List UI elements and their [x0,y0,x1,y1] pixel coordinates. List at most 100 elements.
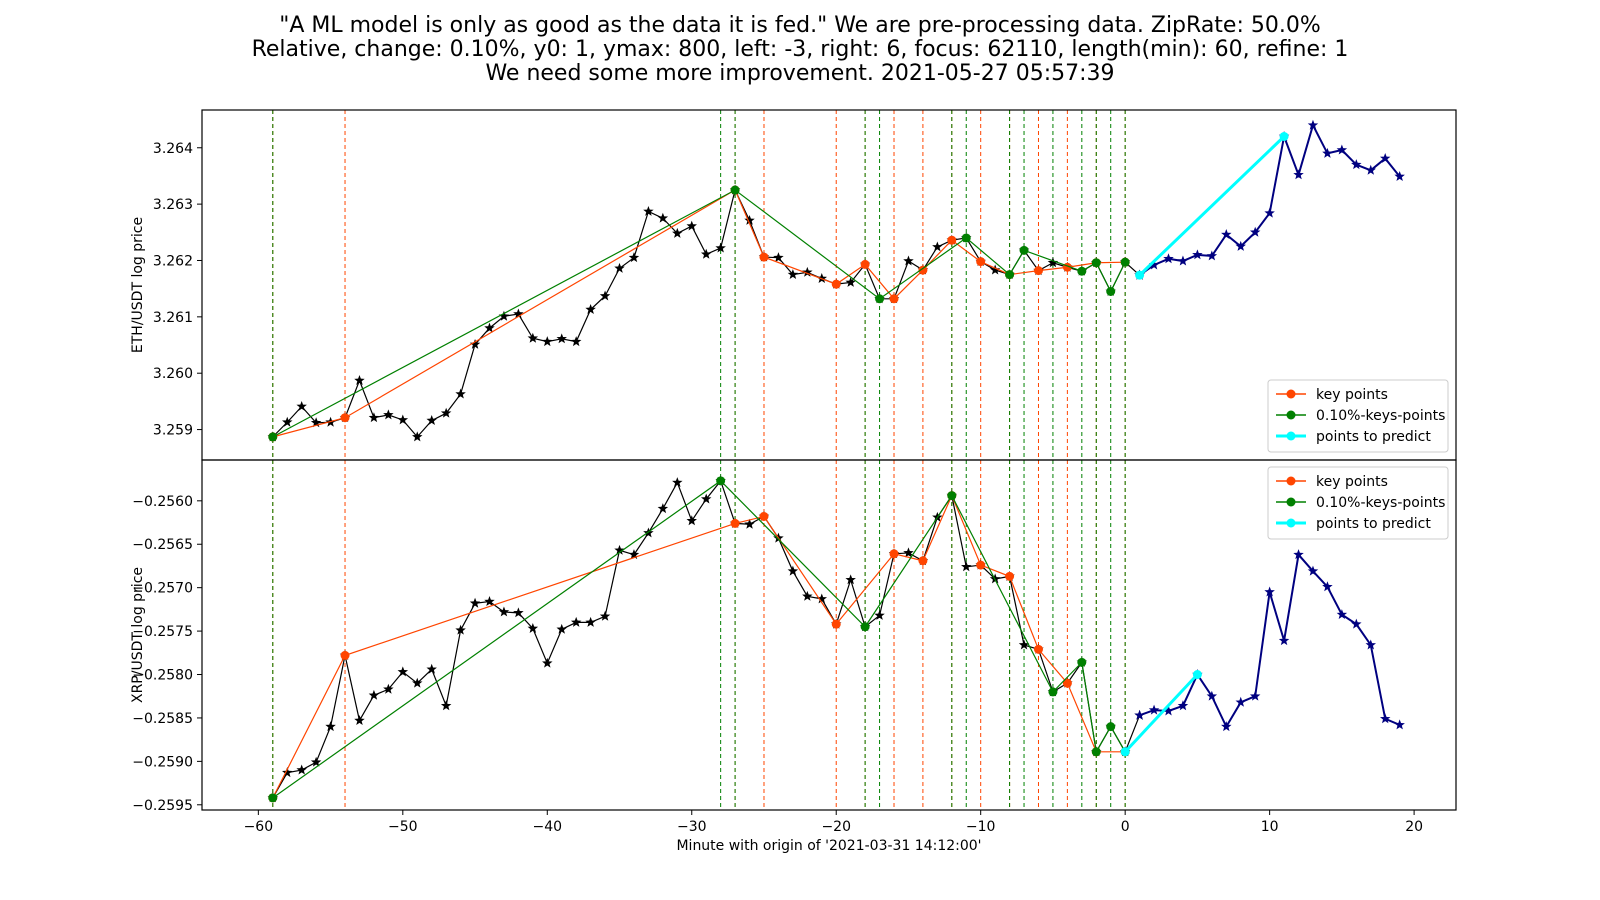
xrp-price-point [1018,639,1030,650]
xrp-future-point [1307,565,1319,576]
xtick-label: −20 [821,819,851,835]
xrp-keys010-point [1106,722,1116,732]
eth-price-point [787,269,799,280]
eth-keys010-point [1106,286,1116,296]
eth-key-point [947,235,957,245]
xrp-keys010-line [272,480,1126,799]
xrp-legend-box [1267,466,1449,540]
eth-price-point [1047,257,1059,268]
eth-price-point [469,338,481,349]
xrp-predict-point [1120,747,1130,757]
eth-key-point [976,257,986,267]
eth-future-point [1394,171,1405,181]
eth-legend-label: key points [1316,387,1388,403]
title-line-2: Relative, change: 0.10%, y0: 1, ymax: 80… [251,37,1349,62]
eth-keys010-point [961,233,971,243]
eth-future-point [1206,250,1218,261]
xtick-label: −60 [244,819,274,835]
xrp-future-point [1221,721,1232,732]
xrp-price-point [570,616,582,627]
eth-legend-swatch-marker [1286,431,1296,441]
eth-keys010-point [268,432,278,442]
eth-keys010-point [1019,245,1029,255]
eth-ytick-label: 3.260 [153,366,193,382]
chart-title: "A ML model is only as good as the data … [0,14,1600,86]
xrp-ytick-label: −0.2575 [132,624,193,640]
xrp-future-point [1206,690,1218,701]
eth-price-point [310,417,322,428]
eth-key-point [759,252,769,262]
eth-key-point [860,259,870,269]
xrp-price-point [455,624,466,635]
xrp-key-point [1005,571,1015,581]
eth-future-point [1177,255,1189,266]
eth-future-point [1221,229,1232,240]
xrp-price-point [296,764,307,775]
eth-future-point [1365,164,1376,175]
eth-price-point [354,375,365,385]
xrp-price-point [527,622,539,633]
xrp-legend-label: 0.10%-keys-points [1316,495,1445,511]
eth-price-point [599,290,611,301]
eth-price-point [989,264,1001,275]
eth-future-line [1139,122,1401,276]
xrp-price-point [903,547,914,558]
xrp-price-point [744,518,755,529]
xlabel: Minute with origin of '2021-03-31 14:12:… [676,838,981,854]
eth-price-point [802,266,813,277]
eth-price-point [542,336,553,347]
xrp-key-point [340,650,350,660]
xrp-keys010-point [1048,687,1058,697]
xrp-price-point [700,493,712,504]
eth-price-point [744,214,755,225]
xrp-key-point [730,518,740,528]
eth-price-point [715,242,726,253]
eth-future-point [1192,249,1203,260]
xrp-key-point [831,619,841,629]
xrp-future-point [1264,586,1275,597]
xrp-ytick-label: −0.2595 [132,798,193,814]
eth-keys010-point [730,185,740,195]
xrp-future-point [1293,549,1304,560]
eth-price-point [513,308,524,319]
eth-key-point [1033,266,1043,276]
eth-future-point [1163,253,1174,264]
eth-keys010-line [272,189,1126,438]
xrp-price-point [440,700,452,711]
vertical-marker-lines [272,110,1126,810]
xrp-price-point [282,767,293,778]
eth-price-point [773,252,784,263]
eth-future-point [1379,152,1391,163]
xrp-keys010-point [716,476,726,486]
xrp-key-point [759,511,769,521]
eth-price-point [657,212,669,223]
xrp-price-point [802,590,813,601]
eth-ytick-label: 3.263 [153,197,193,213]
xrp-keys010-point [268,793,278,803]
eth-price-point [527,332,539,343]
xrp-key-point [1033,644,1043,654]
eth-ytick-label: 3.261 [153,310,193,326]
eth-key-points-line [272,189,1126,438]
eth-price-point [643,205,654,216]
xrp-key-points-line [272,494,1126,799]
xrp-price-point [672,477,683,488]
xrp-price-point [628,549,640,560]
xrp-keys010-point [860,622,870,632]
eth-ytick-label: 3.264 [153,141,193,157]
xrp-axes-frame [201,459,1457,811]
eth-price-point [614,262,625,273]
xtick-label: −40 [533,819,563,835]
xtick-label: 0 [1121,819,1130,835]
eth-price-point [686,220,697,231]
xrp-price-point [383,683,394,694]
legends: key points 0.10%-keys-points points to pre… [1267,379,1449,540]
eth-future-point [1249,226,1261,237]
eth-price-point [816,273,828,283]
xrp-future-point [1322,581,1333,592]
eth-price-point [628,252,640,263]
xtick-label: 20 [1405,819,1423,835]
eth-price-point [455,388,466,399]
eth-legend-label: 0.10%-keys-points [1316,408,1445,424]
